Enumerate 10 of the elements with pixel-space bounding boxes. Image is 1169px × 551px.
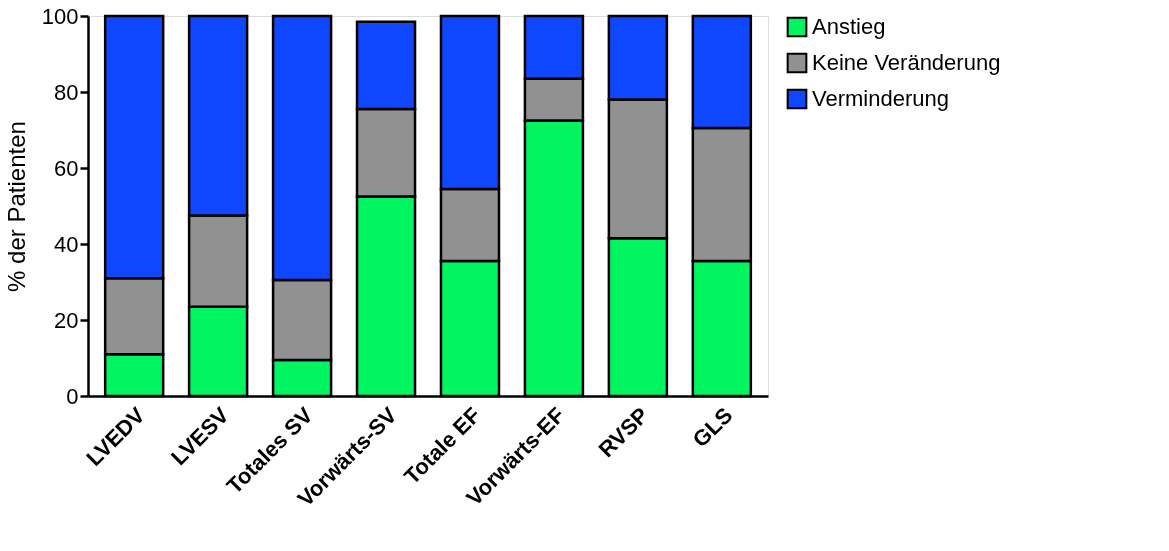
- y-tick-label: 0: [66, 383, 79, 409]
- legend-label: Verminderung: [812, 86, 949, 111]
- y-tick-label: 80: [54, 79, 79, 105]
- y-tick-label: 60: [54, 155, 79, 181]
- y-tick-label: 100: [41, 3, 79, 29]
- y-tick-label: 20: [54, 307, 79, 333]
- legend-label: Anstieg: [812, 14, 886, 39]
- y-tick-label: 40: [54, 231, 79, 257]
- legend-label: Keine Veränderung: [812, 50, 1001, 75]
- y-axis-title: % der Patienten: [2, 121, 30, 292]
